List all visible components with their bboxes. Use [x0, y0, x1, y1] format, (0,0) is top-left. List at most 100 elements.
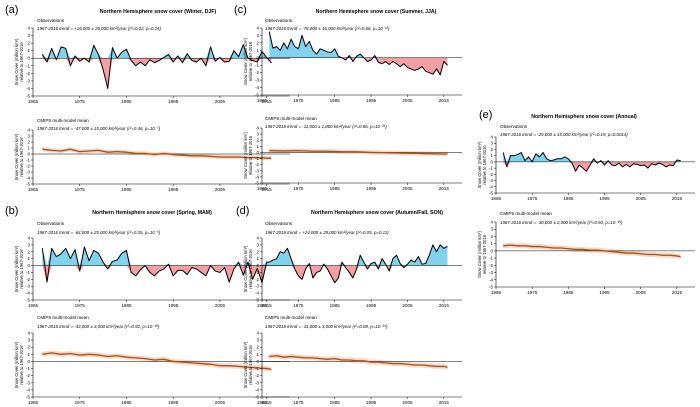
- x-tick-label: 2005: [402, 303, 413, 308]
- data-point: [399, 152, 401, 154]
- panel-label: (a): [5, 4, 18, 16]
- data-point: [271, 368, 272, 370]
- data-point: [294, 46, 296, 47]
- y-axis-label-2: relative to 1967-2016: [19, 249, 24, 289]
- data-point: [403, 63, 405, 65]
- data-point: [502, 245, 504, 247]
- data-point: [191, 267, 193, 268]
- data-point: [651, 163, 652, 165]
- x-tick-label: 1995: [366, 303, 377, 308]
- data-point: [154, 62, 155, 64]
- data-point: [521, 152, 522, 153]
- y-tick-label: 4: [28, 236, 31, 241]
- data-point: [312, 357, 314, 359]
- data-point: [56, 256, 57, 257]
- data-point: [126, 356, 127, 358]
- data-point: [98, 54, 99, 55]
- x-tick-label: 1975: [293, 186, 304, 191]
- y-tick-label: 3: [28, 338, 31, 343]
- data-point: [88, 150, 90, 152]
- data-point: [578, 164, 580, 166]
- y-tick-label: -1: [255, 366, 259, 371]
- x-tick-label: 2005: [215, 187, 226, 192]
- data-point: [298, 150, 299, 151]
- data-point: [102, 69, 104, 70]
- data-point: [70, 258, 71, 259]
- data-point: [407, 263, 408, 265]
- data-point: [219, 272, 221, 273]
- y-tick-label: 0: [28, 359, 31, 364]
- data-point: [200, 272, 202, 273]
- data-point: [327, 268, 328, 270]
- model-mean-line: [503, 244, 681, 258]
- series-label: CMIP5 multi-model mean: [500, 211, 552, 216]
- series-label: Observations: [37, 18, 65, 23]
- data-point: [425, 263, 426, 264]
- y-tick-label: 2: [28, 140, 31, 145]
- data-point: [524, 245, 526, 247]
- data-point: [305, 268, 306, 270]
- data-point: [582, 167, 584, 169]
- data-point: [370, 263, 372, 264]
- model-mean-line: [42, 148, 272, 159]
- data-point: [266, 368, 267, 369]
- x-tick-label: 2005: [215, 400, 226, 405]
- data-point: [352, 61, 354, 62]
- y-tick-label: -1: [255, 63, 259, 68]
- data-point: [345, 267, 346, 268]
- panel-c: (c) Northern Hemisphere snow cover (Summe…: [234, 4, 462, 191]
- data-point: [252, 60, 253, 61]
- y-axis-label-2: relative to 1967-2016: [19, 137, 24, 177]
- data-point: [425, 70, 426, 72]
- data-point: [182, 154, 183, 156]
- x-tick-label: 1965: [257, 98, 268, 103]
- data-point: [676, 159, 678, 161]
- data-point: [539, 156, 540, 158]
- data-point: [51, 48, 52, 49]
- data-point: [154, 154, 155, 155]
- data-point: [268, 356, 270, 357]
- y-tick-label: -2: [26, 373, 30, 378]
- data-point: [219, 365, 221, 367]
- data-point: [604, 250, 605, 252]
- series-label: CMIP5 multi-model mean: [37, 118, 89, 123]
- data-point: [367, 268, 368, 270]
- y-tick-label: -4: [255, 85, 259, 90]
- data-point: [256, 61, 258, 63]
- panel-title: Northern Hemisphere snow cover (Annual): [531, 114, 637, 120]
- observations-subplot: Observations 1967-2016 trend = +16,000 ± …: [14, 18, 290, 104]
- data-point: [662, 254, 663, 256]
- data-point: [233, 50, 235, 51]
- data-point: [549, 160, 551, 161]
- observations-subplot: Observations 1967-2016 trend = +24,000 ± …: [243, 221, 462, 308]
- x-tick-label: 2015: [262, 99, 273, 104]
- data-point: [271, 157, 272, 159]
- y-axis-label: Snow Cover (million km²): [243, 245, 248, 292]
- data-point: [432, 244, 434, 246]
- data-point: [510, 244, 511, 246]
- positive-anomaly-area: [269, 31, 448, 58]
- y-tick-label: -2: [255, 162, 259, 167]
- data-point: [618, 252, 620, 253]
- y-axis-label-2: relative to 1967-2016: [482, 234, 487, 274]
- data-point: [60, 150, 62, 152]
- data-point: [385, 61, 386, 62]
- observations-line: [268, 31, 448, 76]
- y-tick-label: -3: [255, 78, 259, 83]
- data-point: [654, 254, 656, 255]
- x-tick-label: 1965: [28, 187, 39, 192]
- data-point: [568, 158, 569, 160]
- data-point: [662, 164, 663, 165]
- data-point: [228, 60, 230, 62]
- data-point: [407, 67, 408, 68]
- data-point: [305, 46, 306, 47]
- data-point: [287, 48, 288, 50]
- data-point: [399, 263, 401, 264]
- data-point: [658, 162, 660, 164]
- y-tick-label: -4: [26, 86, 30, 91]
- x-tick-label: 1995: [168, 400, 179, 405]
- x-tick-label: 1995: [168, 303, 179, 308]
- y-axis-label: Snow Cover (million km²): [14, 133, 19, 180]
- y-tick-label: 4: [28, 26, 31, 31]
- data-point: [130, 272, 132, 273]
